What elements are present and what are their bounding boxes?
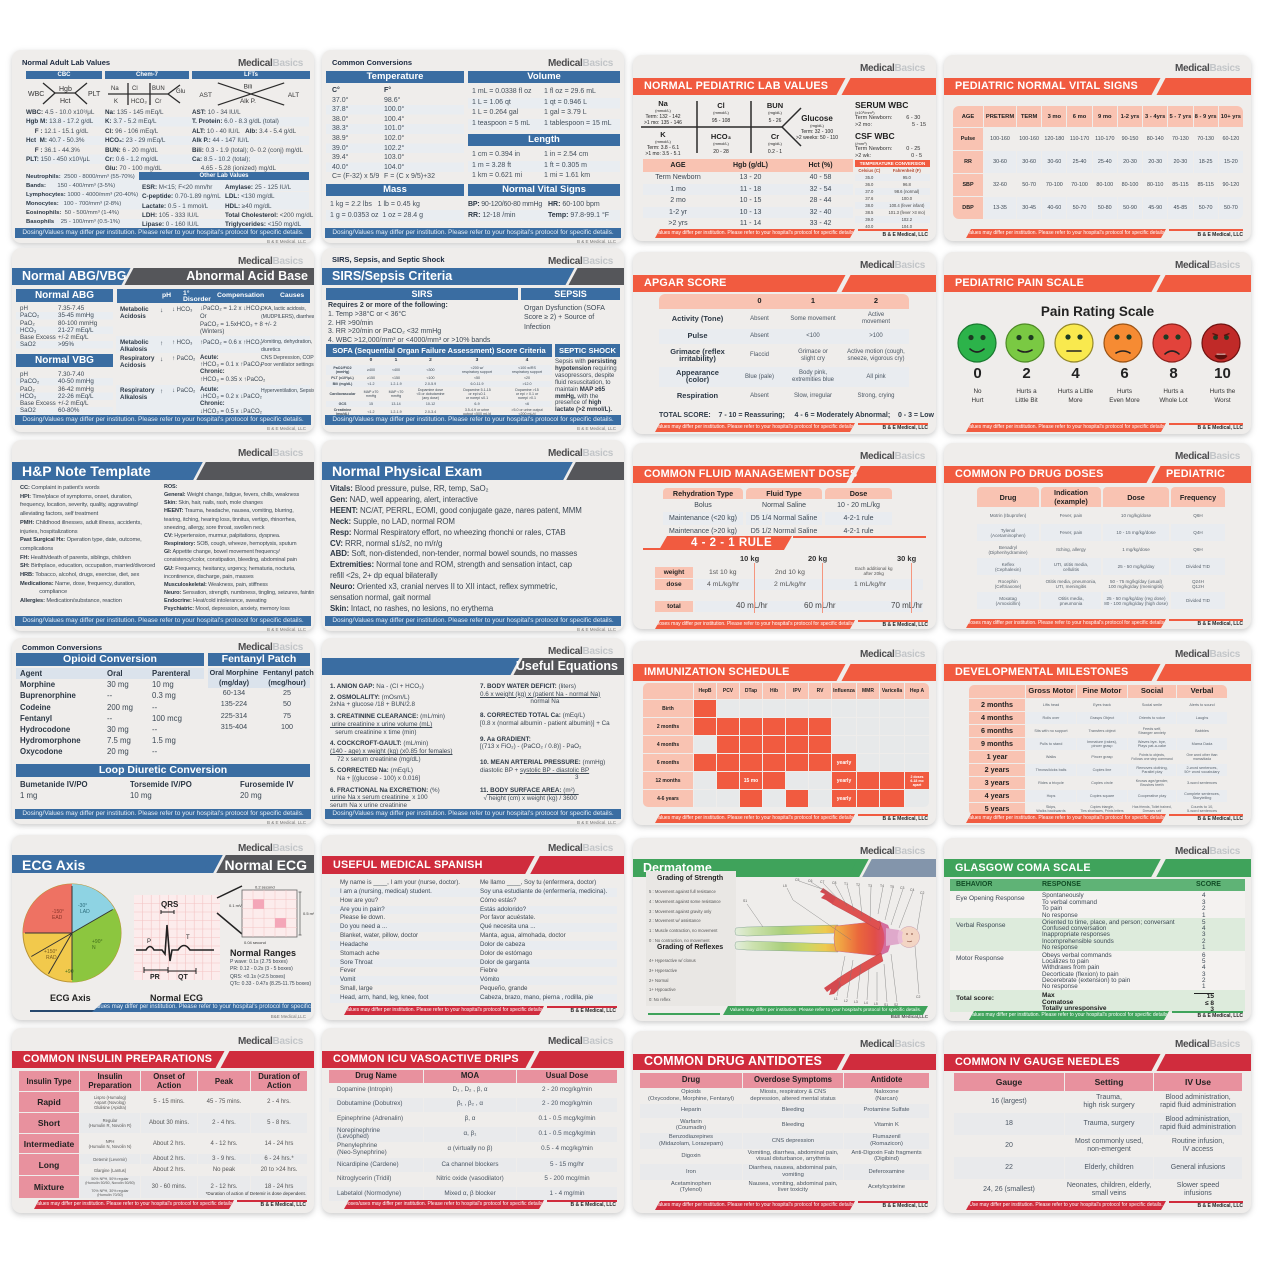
svg-text:L3: L3	[854, 1000, 858, 1004]
svg-text:BUN: BUN	[767, 101, 783, 110]
svg-text:C2: C2	[916, 995, 920, 999]
svg-text:P: P	[147, 939, 151, 945]
svg-text:Cl: Cl	[132, 86, 138, 92]
svg-text:Cr: Cr	[155, 99, 161, 105]
svg-text:C3: C3	[900, 886, 904, 890]
svg-text:BUN: BUN	[152, 86, 165, 92]
svg-text:+150°: +150°	[44, 949, 57, 955]
svg-text:(mmol/L): (mmol/L)	[713, 110, 729, 115]
svg-text:Na: Na	[658, 99, 668, 108]
svg-text:+90: +90	[65, 969, 74, 975]
svg-text:T2: T2	[856, 883, 860, 887]
svg-text:(mg/dL): (mg/dL)	[768, 141, 782, 146]
svg-text:PLT: PLT	[88, 91, 101, 98]
svg-text:+90°: +90°	[92, 939, 102, 945]
svg-text:QT: QT	[178, 974, 188, 981]
svg-text:PR: PR	[150, 974, 160, 981]
svg-text:>1 mo: 135 - 146: >1 mo: 135 - 146	[644, 120, 682, 126]
svg-text:T5: T5	[890, 885, 894, 889]
svg-text:-30°: -30°	[78, 903, 87, 909]
svg-text:C2: C2	[920, 891, 924, 895]
svg-text:Term: 3.8 - 6.1: Term: 3.8 - 6.1	[647, 145, 679, 151]
svg-text:L5: L5	[783, 884, 787, 888]
svg-text:0.2 - 1: 0.2 - 1	[768, 149, 782, 155]
svg-text:N: N	[92, 945, 96, 951]
svg-text:>2 weeks: 50 - 110: >2 weeks: 50 - 110	[796, 135, 838, 141]
svg-text:T1: T1	[844, 882, 848, 886]
svg-text:HCO₃: HCO₃	[131, 99, 147, 105]
svg-text:Bili: Bili	[244, 83, 253, 90]
svg-text:C6: C6	[808, 879, 812, 883]
svg-text:5 - 26: 5 - 26	[769, 118, 782, 124]
svg-text:L2: L2	[844, 999, 848, 1003]
svg-text:Glu: Glu	[176, 89, 185, 95]
svg-text:Hct: Hct	[60, 98, 71, 105]
svg-text:(mmol/L): (mmol/L)	[713, 141, 729, 146]
svg-text:(mmol/L): (mmol/L)	[655, 108, 671, 113]
svg-text:K: K	[660, 130, 666, 139]
svg-text:S2: S2	[894, 1003, 898, 1007]
svg-text:AST: AST	[199, 92, 212, 99]
svg-text:T4: T4	[880, 884, 884, 888]
svg-text:Cr: Cr	[771, 132, 779, 141]
svg-text:ALT: ALT	[288, 92, 299, 99]
svg-text:Alk P.: Alk P.	[240, 98, 256, 105]
svg-text:0.04 second: 0.04 second	[244, 940, 266, 945]
svg-text:0.1 mV: 0.1 mV	[229, 903, 242, 908]
svg-text:S1: S1	[884, 1003, 888, 1007]
svg-text:Glucose: Glucose	[801, 114, 833, 123]
svg-text:Na: Na	[111, 86, 119, 92]
svg-text:C7: C7	[820, 880, 824, 884]
svg-text:Cl: Cl	[717, 101, 725, 110]
svg-text:(mg/dL): (mg/dL)	[768, 110, 782, 115]
svg-text:C5: C5	[795, 878, 799, 882]
svg-text:C8: C8	[832, 881, 836, 885]
svg-text:LAD: LAD	[80, 909, 90, 915]
svg-text:QRS: QRS	[161, 900, 179, 909]
svg-text:Hgb: Hgb	[59, 86, 72, 93]
svg-text:L1: L1	[834, 997, 838, 1001]
svg-text:0.5 mV: 0.5 mV	[303, 911, 314, 916]
svg-text:0.2 second: 0.2 second	[255, 885, 275, 890]
svg-text:HCO₃: HCO₃	[711, 132, 732, 141]
svg-text:S1: S1	[743, 899, 747, 903]
svg-text:Term: 32 - 100: Term: 32 - 100	[801, 129, 833, 135]
svg-text:(mg/dL): (mg/dL)	[810, 123, 824, 128]
svg-text:Term: 132 - 142: Term: 132 - 142	[645, 114, 680, 120]
svg-text:>1 mo: 3.5 - 5.1: >1 mo: 3.5 - 5.1	[645, 151, 680, 157]
svg-text:RAD: RAD	[46, 955, 57, 961]
svg-text:(mmol/L): (mmol/L)	[655, 139, 671, 144]
svg-text:EAD: EAD	[52, 915, 63, 921]
svg-text:T: T	[186, 935, 190, 941]
svg-text:WBC: WBC	[28, 91, 44, 98]
svg-text:95 - 108: 95 - 108	[712, 118, 731, 124]
svg-text:L4: L4	[864, 1001, 868, 1005]
svg-text:L5: L5	[874, 1002, 878, 1006]
svg-text:T3: T3	[868, 884, 872, 888]
svg-text:-150°: -150°	[52, 909, 64, 915]
svg-text:K: K	[114, 99, 118, 105]
svg-text:C4: C4	[910, 888, 914, 892]
svg-text:20 - 28: 20 - 28	[713, 149, 729, 155]
